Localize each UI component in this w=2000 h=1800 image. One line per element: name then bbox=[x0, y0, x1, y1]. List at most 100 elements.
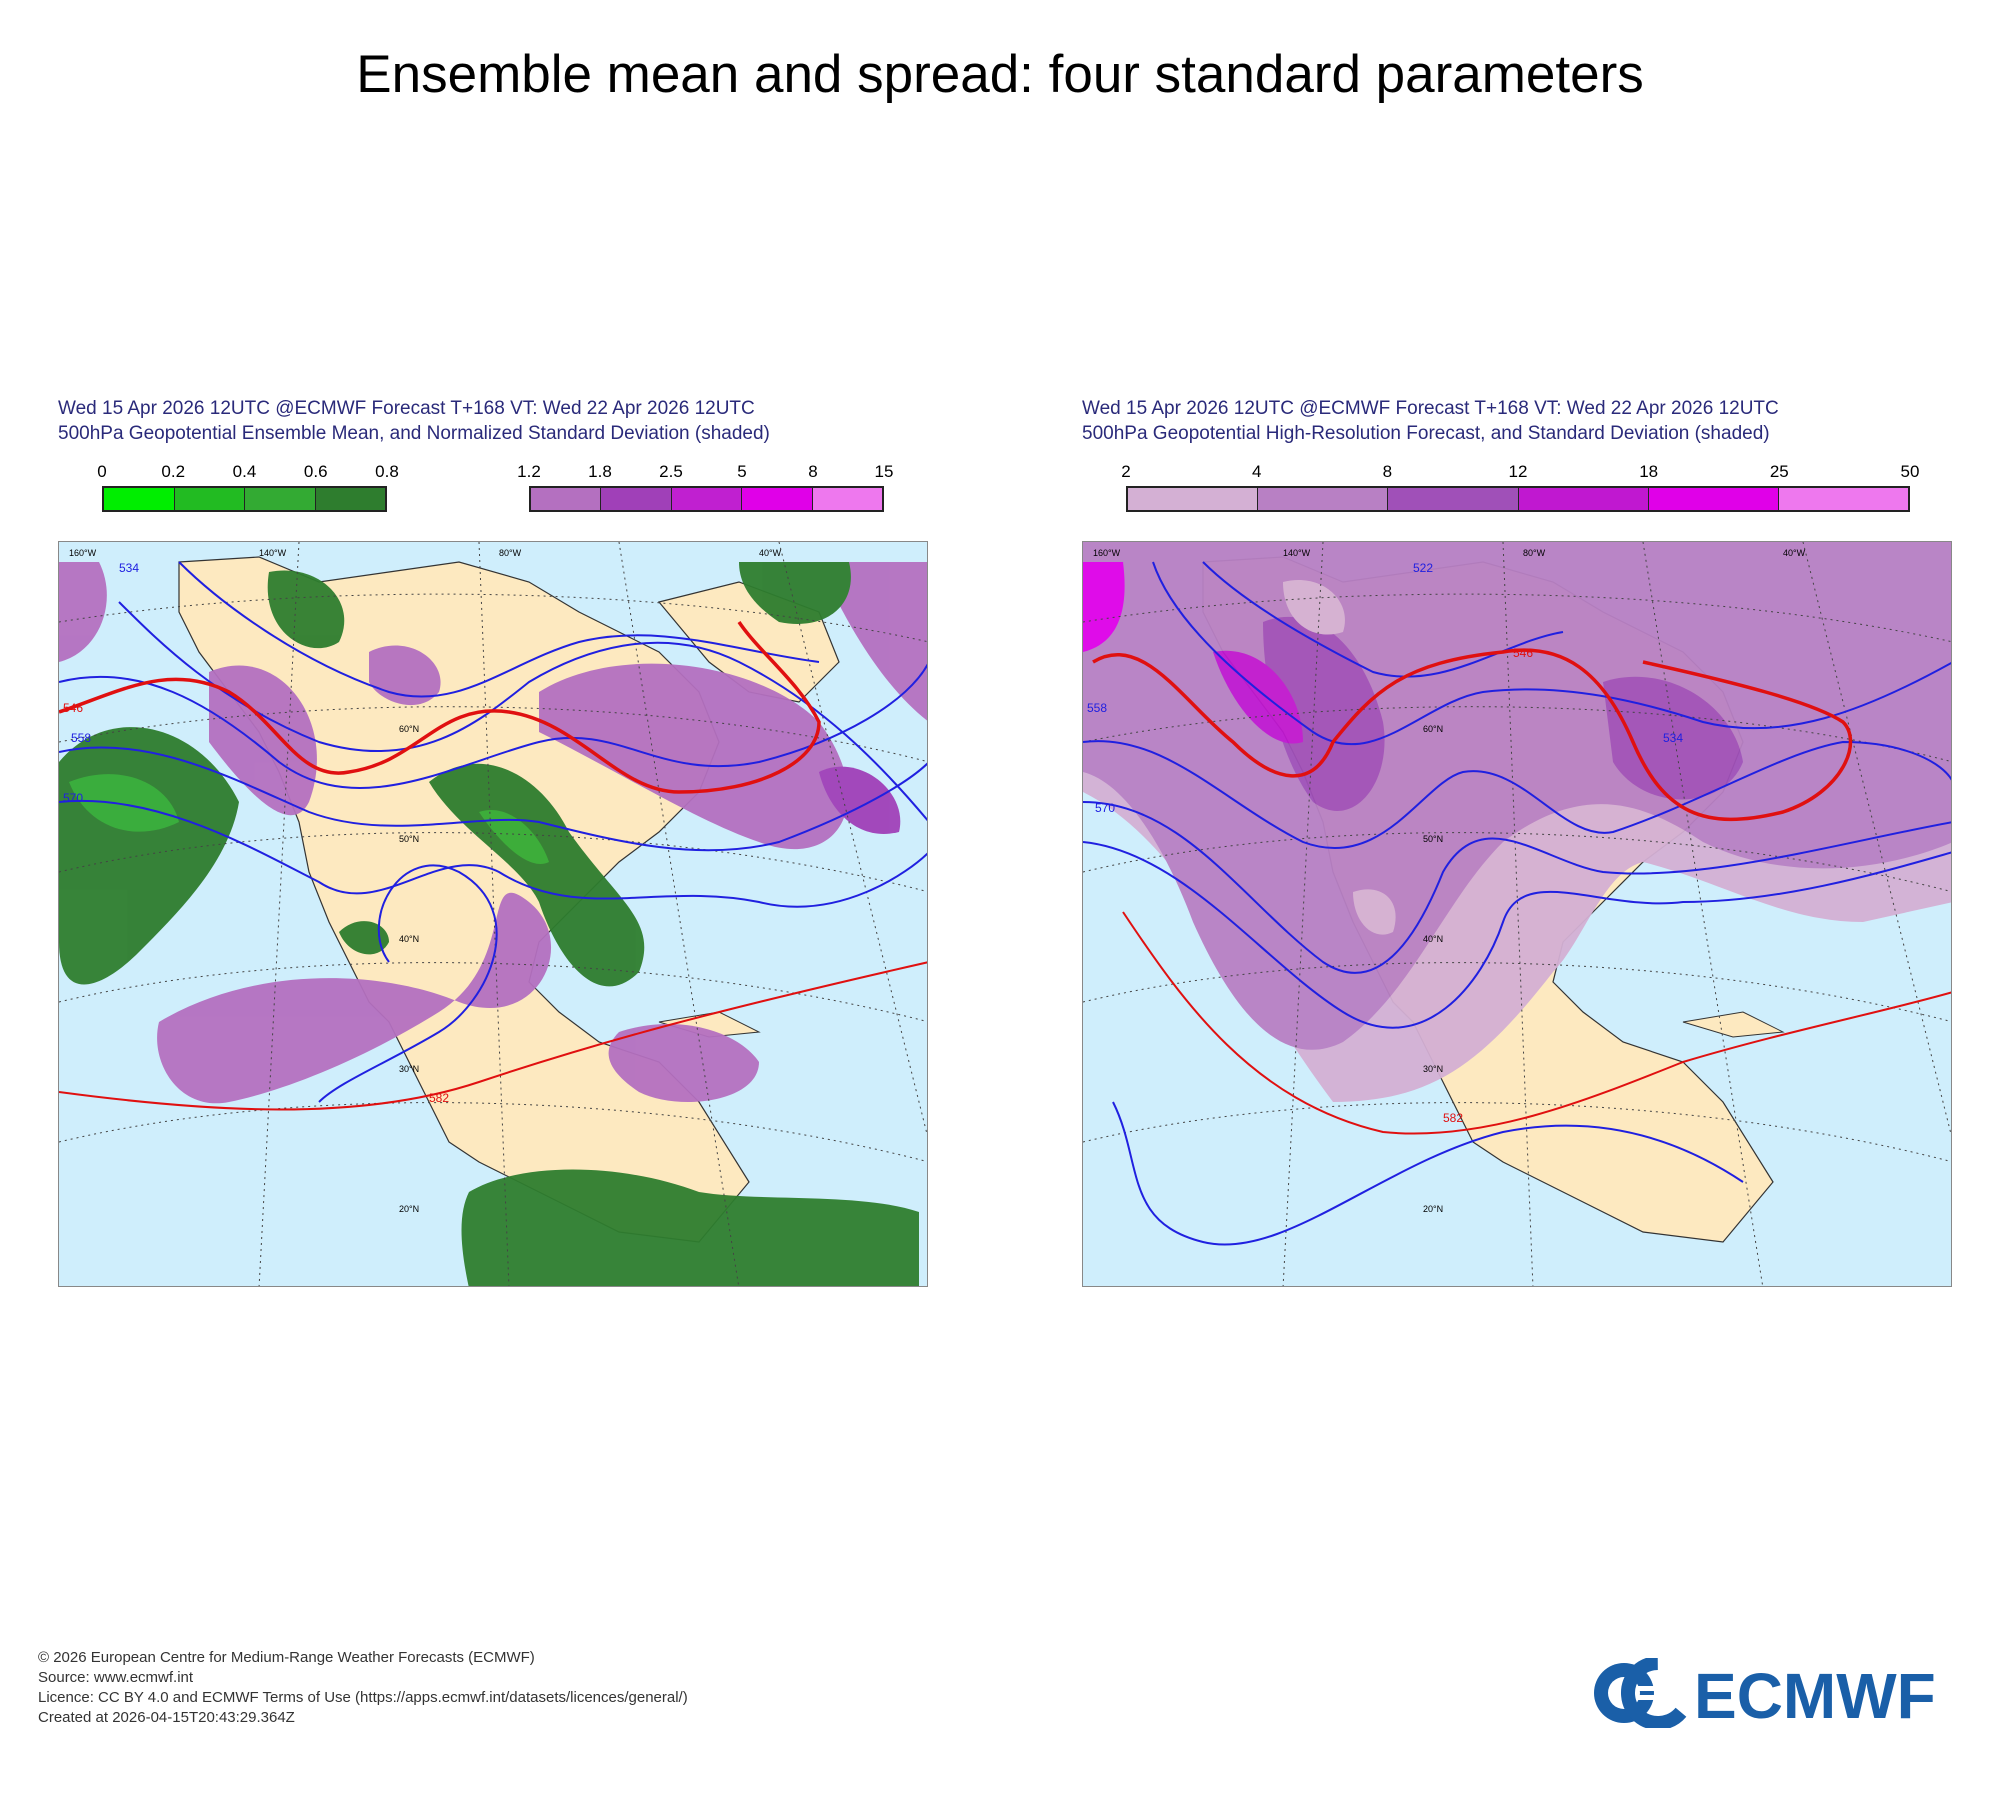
lat-label: 60°N bbox=[399, 724, 419, 734]
lon-label: 80°W bbox=[1523, 548, 1546, 558]
colorbar-swatch bbox=[1778, 488, 1909, 510]
spread-shading bbox=[1263, 616, 1385, 811]
colorbar-swatch bbox=[104, 488, 175, 510]
contour-label: 582 bbox=[1443, 1111, 1463, 1125]
footer-licence: Licence: CC BY 4.0 and ECMWF Terms of Us… bbox=[38, 1689, 688, 1706]
spread-shading bbox=[1213, 650, 1303, 744]
colorbar-swatch bbox=[1388, 488, 1519, 510]
colorbar-tick: 0.6 bbox=[303, 462, 328, 481]
green-shading bbox=[429, 763, 645, 987]
colorbar-swatch bbox=[315, 488, 385, 510]
lat-label: 30°N bbox=[399, 1064, 419, 1074]
colorbar-tick: 0 bbox=[97, 462, 107, 481]
colorbar-tick: 25 bbox=[1769, 462, 1789, 481]
contour-label: 546 bbox=[63, 701, 83, 715]
green-shading bbox=[339, 921, 389, 955]
colorbar-tick: 2 bbox=[1121, 462, 1131, 481]
colorbar-tick: 0.8 bbox=[375, 462, 399, 481]
lon-label: 40°W bbox=[1783, 548, 1806, 558]
colorbar-tick: 18 bbox=[1639, 462, 1659, 481]
green-colorbar-ticks: 0 0.2 0.4 0.6 0.8 bbox=[97, 462, 399, 484]
spread-shading bbox=[1603, 676, 1743, 800]
spread-colorbar: 2 4 8 12 18 25 50 bbox=[1121, 462, 1919, 512]
lon-label: 40°W bbox=[759, 548, 782, 558]
red-contour-546 bbox=[59, 621, 821, 794]
green-shading bbox=[479, 810, 549, 864]
left-panel: Wed 15 Apr 2026 12UTC @ECMWF Forecast T+… bbox=[58, 396, 958, 1316]
purple-shading bbox=[157, 892, 552, 1104]
spread-colorbar-bar bbox=[1126, 486, 1910, 512]
colorbar-tick: 1.2 bbox=[517, 462, 541, 481]
colorbar-tick: 5 bbox=[737, 462, 747, 481]
contour-label: 546 bbox=[1513, 646, 1533, 660]
green-shading bbox=[739, 562, 851, 624]
lat-label: 50°N bbox=[1423, 834, 1443, 844]
lat-label: 40°N bbox=[399, 934, 419, 944]
ecmwf-logo: ECMWF bbox=[1594, 1658, 1936, 1728]
map-left: 546 558 570 582 534 160°W 140°W 80°W 40°… bbox=[58, 541, 928, 1287]
colorbar-tick: 0.4 bbox=[232, 462, 257, 481]
colorbar-swatch bbox=[742, 488, 813, 510]
footer-source: Source: www.ecmwf.int bbox=[38, 1669, 194, 1686]
purple-shading bbox=[209, 665, 317, 816]
graticule bbox=[1083, 542, 1951, 1286]
red-contour-546 bbox=[1092, 648, 1853, 822]
lat-label: 20°N bbox=[399, 1204, 419, 1214]
purple-colorbar-bar bbox=[529, 486, 884, 512]
colorbar-swatch bbox=[1648, 488, 1779, 510]
colorbar-swatch bbox=[1128, 488, 1259, 510]
purple-shading bbox=[369, 645, 441, 706]
colorbar-tick: 2.5 bbox=[659, 462, 683, 481]
panel-header-line1: Wed 15 Apr 2026 12UTC @ECMWF Forecast T+… bbox=[58, 398, 755, 419]
contour-label: 534 bbox=[119, 561, 139, 575]
colorbar-swatch bbox=[671, 488, 743, 510]
colorbar-tick: 50 bbox=[1900, 462, 1920, 481]
lat-label: 30°N bbox=[1423, 1064, 1443, 1074]
panel-header-line2: 500hPa Geopotential High-Resolution Fore… bbox=[1082, 423, 1770, 444]
purple-shading bbox=[59, 562, 107, 662]
lon-label: 140°W bbox=[1283, 548, 1311, 558]
colorbar-tick: 8 bbox=[1382, 462, 1393, 481]
colorbar-swatch bbox=[174, 488, 245, 510]
purple-shading bbox=[819, 766, 901, 834]
spread-shading bbox=[1353, 889, 1396, 935]
lon-label: 80°W bbox=[499, 548, 522, 558]
colorbar-tick: 4 bbox=[1251, 462, 1262, 481]
colorbar-swatch bbox=[245, 488, 316, 510]
page-title: Ensemble mean and spread: four standard … bbox=[356, 45, 1644, 104]
colorbar-swatch bbox=[531, 488, 602, 510]
colorbar-swatch bbox=[1258, 488, 1389, 510]
colorbar-swatch bbox=[1518, 488, 1649, 510]
colorbar-tick: 8 bbox=[808, 462, 818, 481]
lat-label: 50°N bbox=[399, 834, 419, 844]
contour-label: 522 bbox=[1413, 561, 1433, 575]
purple-colorbar: 1.2 1.8 2.5 5 8 15 bbox=[517, 462, 893, 512]
footer-copyright: © 2026 European Centre for Medium-Range … bbox=[38, 1649, 535, 1666]
purple-shading bbox=[819, 562, 927, 721]
green-shading bbox=[69, 774, 179, 832]
contour-label: 570 bbox=[63, 791, 83, 805]
blue-contours bbox=[1083, 561, 1951, 1246]
colorbar-swatch bbox=[812, 488, 883, 510]
contour-label: 558 bbox=[71, 731, 91, 745]
spread-shading bbox=[1283, 580, 1345, 635]
purple-shading bbox=[539, 663, 848, 850]
contour-label: 582 bbox=[429, 1091, 449, 1105]
colorbar-swatch bbox=[601, 488, 672, 510]
footer-created: Created at 2026-04-15T20:43:29.364Z bbox=[38, 1709, 295, 1726]
map-right-svg: 558 570 546 582 534 522 160°W 140°W 80°W… bbox=[1083, 542, 1951, 1286]
panel-header-line1: Wed 15 Apr 2026 12UTC @ECMWF Forecast T+… bbox=[1082, 398, 1779, 419]
lon-label: 160°W bbox=[1093, 548, 1121, 558]
green-colorbar-bar bbox=[102, 486, 387, 512]
green-shading bbox=[461, 1169, 919, 1286]
red-contour-582 bbox=[1122, 911, 1951, 1135]
right-panel: Wed 15 Apr 2026 12UTC @ECMWF Forecast T+… bbox=[1082, 396, 1982, 1316]
purple-shading bbox=[608, 1023, 759, 1102]
map-left-svg: 546 558 570 582 534 160°W 140°W 80°W 40°… bbox=[59, 542, 927, 1286]
colorbar-tick: 1.8 bbox=[588, 462, 612, 481]
lon-label: 140°W bbox=[259, 548, 287, 558]
red-contour-582 bbox=[59, 961, 927, 1111]
contour-label: 534 bbox=[1663, 731, 1683, 745]
colorbar-tick: 12 bbox=[1508, 462, 1528, 481]
map-right: 558 570 546 582 534 522 160°W 140°W 80°W… bbox=[1082, 541, 1952, 1287]
